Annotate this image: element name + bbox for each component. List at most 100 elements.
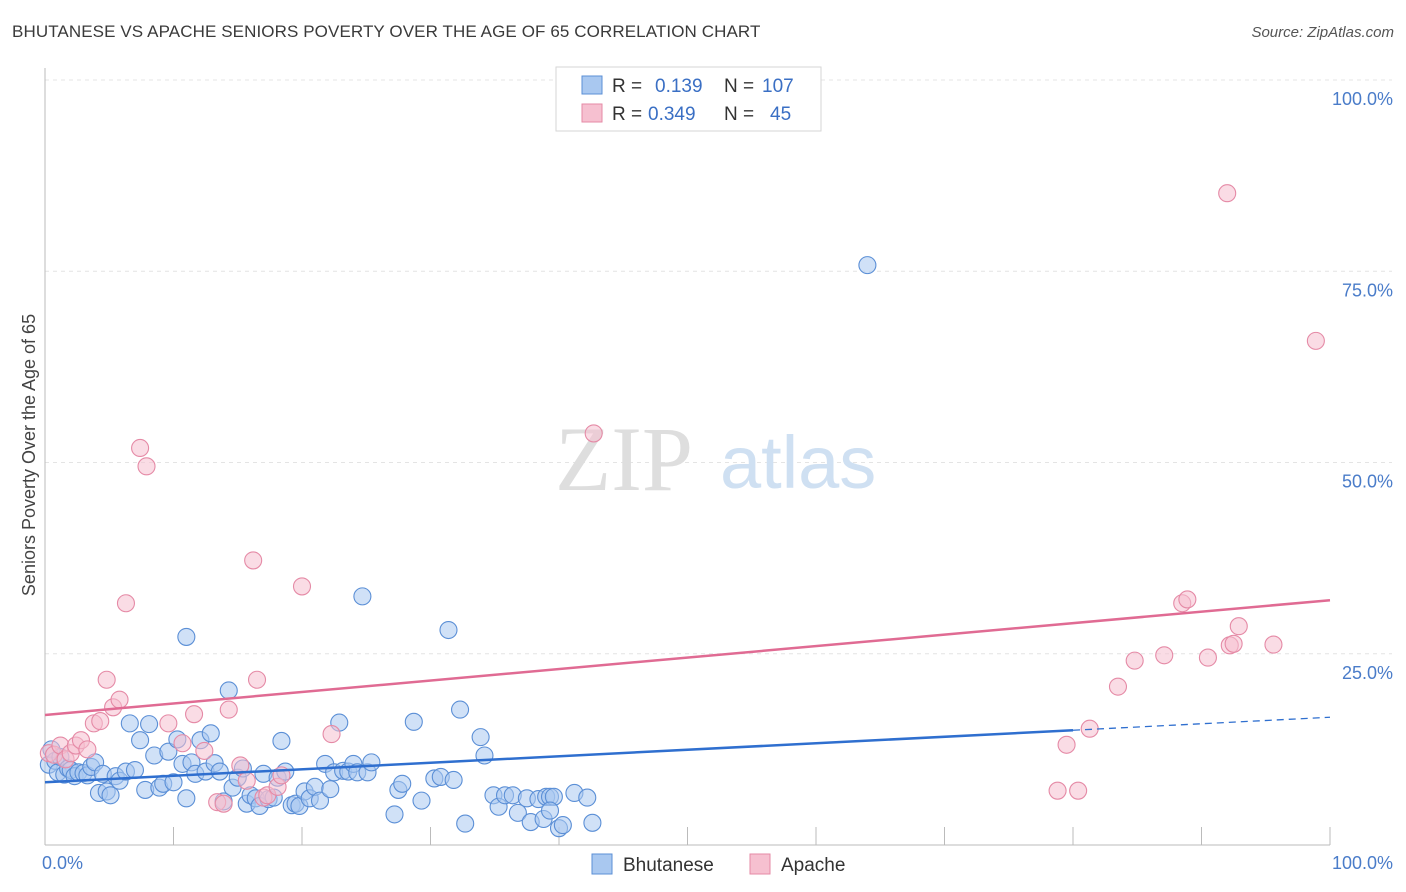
apache-point-35 <box>1057 735 1076 754</box>
bhutanese-point-102 <box>553 816 572 835</box>
apache-point-46 <box>1229 617 1248 636</box>
bhutanese-point-43 <box>219 681 238 700</box>
apache-point-39 <box>1125 651 1144 670</box>
bhutanese-point-78 <box>404 712 423 731</box>
apache-point-42 <box>1178 590 1197 609</box>
apache-point-33 <box>584 424 603 443</box>
bhutanese-trend-line <box>44 729 1074 784</box>
bhutanese-point-35 <box>177 627 196 646</box>
apache-point-37 <box>1080 719 1099 738</box>
bhutanese-point-21 <box>120 714 139 733</box>
stats-swatch-bhutanese <box>581 75 603 95</box>
series-apache <box>39 184 1325 813</box>
x-tick-label-0: 0.0% <box>42 853 83 873</box>
stats-legend: R = 0.139 N = 107 R = 0.349 N = 45 <box>555 66 822 132</box>
bhutanese-point-77 <box>393 774 412 793</box>
bhutanese-point-25 <box>140 715 159 734</box>
apache-point-12 <box>110 690 129 709</box>
y-tick-label-2: 50.0% <box>1342 472 1393 492</box>
trend-lines <box>44 598 1331 784</box>
bhutanese-point-86 <box>471 728 490 747</box>
apache-point-47 <box>1264 635 1283 654</box>
y-tick-label-3: 25.0% <box>1342 663 1393 683</box>
apache-point-24 <box>237 771 256 790</box>
apache-point-48 <box>1218 184 1237 203</box>
apache-point-38 <box>1108 677 1128 696</box>
apache-point-45 <box>1224 634 1243 653</box>
series-bhutanese <box>39 256 877 838</box>
apache-point-34 <box>1048 781 1067 800</box>
apache-point-40 <box>1155 646 1174 665</box>
stats-n-label-bhutanese: N = <box>724 76 754 97</box>
y-tick-label-0: 100.0% <box>1332 89 1393 109</box>
chart-title: BHUTANESE VS APACHE SENIORS POVERTY OVER… <box>12 22 761 41</box>
apache-point-18 <box>185 705 204 724</box>
data-points <box>39 184 1325 838</box>
bhutanese-point-22 <box>125 760 144 780</box>
legend-label-apache: Apache <box>781 855 845 876</box>
bhutanese-point-100 <box>540 801 560 820</box>
apache-point-10 <box>97 670 116 689</box>
apache-point-16 <box>159 714 178 733</box>
stats-swatch-apache <box>581 103 603 123</box>
apache-point-21 <box>214 794 233 813</box>
source-credit: Source: ZipAtlas.com <box>1251 24 1394 41</box>
stats-r-label-apache: R = <box>612 104 642 125</box>
tick-labels: 0.0% 100.0% 100.0% 75.0% 50.0% 25.0% <box>42 89 1393 873</box>
y-axis-label: Seniors Poverty Over the Age of 65 <box>19 314 39 596</box>
bhutanese-point-79 <box>412 791 431 810</box>
stats-r-value-apache: 0.349 <box>648 104 696 125</box>
bhutanese-point-105 <box>583 813 602 832</box>
apache-point-25 <box>244 551 263 570</box>
apache-point-17 <box>173 734 192 753</box>
bhutanese-point-84 <box>451 700 470 719</box>
apache-point-13 <box>116 594 136 613</box>
bhutanese-point-82 <box>444 770 463 790</box>
watermark-atlas: atlas <box>720 421 876 504</box>
bhutanese-point-65 <box>321 780 340 799</box>
y-tick-label-1: 75.0% <box>1342 280 1393 300</box>
stats-n-value-apache: 45 <box>770 104 791 125</box>
apache-point-31 <box>292 577 312 596</box>
stats-r-label-bhutanese: R = <box>612 76 642 97</box>
bhutanese-point-63 <box>310 791 330 810</box>
x-tick-label-1: 100.0% <box>1332 853 1393 873</box>
apache-point-19 <box>195 741 214 760</box>
bhutanese-trend-extension <box>1072 716 1331 731</box>
legend-swatch-apache <box>749 853 771 875</box>
bhutanese-point-17 <box>101 786 120 805</box>
apache-point-14 <box>131 438 150 458</box>
legend-label-bhutanese: Bhutanese <box>623 855 714 876</box>
bhutanese-point-39 <box>201 724 220 743</box>
bhutanese-point-74 <box>362 753 381 772</box>
apache-point-49 <box>1306 331 1325 350</box>
bhutanese-point-33 <box>177 789 196 808</box>
bhutanese-point-104 <box>578 788 597 807</box>
apache-point-15 <box>137 457 156 476</box>
bhutanese-point-41 <box>210 762 229 781</box>
bhutanese-point-29 <box>159 742 178 761</box>
apache-point-43 <box>1198 648 1217 667</box>
bhutanese-point-83 <box>439 620 458 640</box>
bhutanese-point-55 <box>272 731 291 751</box>
watermark: ZIP atlas <box>555 408 876 510</box>
bhutanese-point-106 <box>858 256 877 275</box>
bhutanese-point-85 <box>456 814 475 833</box>
stats-n-value-bhutanese: 107 <box>762 76 794 97</box>
bhutanese-point-72 <box>353 587 372 606</box>
bhutanese-point-23 <box>131 731 150 750</box>
apache-point-22 <box>219 700 238 719</box>
bhutanese-point-30 <box>164 773 183 792</box>
series-legend: Bhutanese Apache <box>591 853 845 876</box>
bhutanese-point-75 <box>385 805 404 824</box>
gridlines <box>45 79 1392 655</box>
apache-point-26 <box>247 670 267 689</box>
watermark-zip: ZIP <box>555 408 693 510</box>
stats-r-value-bhutanese: 0.139 <box>655 76 703 97</box>
stats-n-label-apache: N = <box>724 104 754 125</box>
bhutanese-point-92 <box>508 803 527 822</box>
apache-point-32 <box>322 725 341 744</box>
apache-point-9 <box>91 712 110 731</box>
apache-point-23 <box>231 756 250 775</box>
